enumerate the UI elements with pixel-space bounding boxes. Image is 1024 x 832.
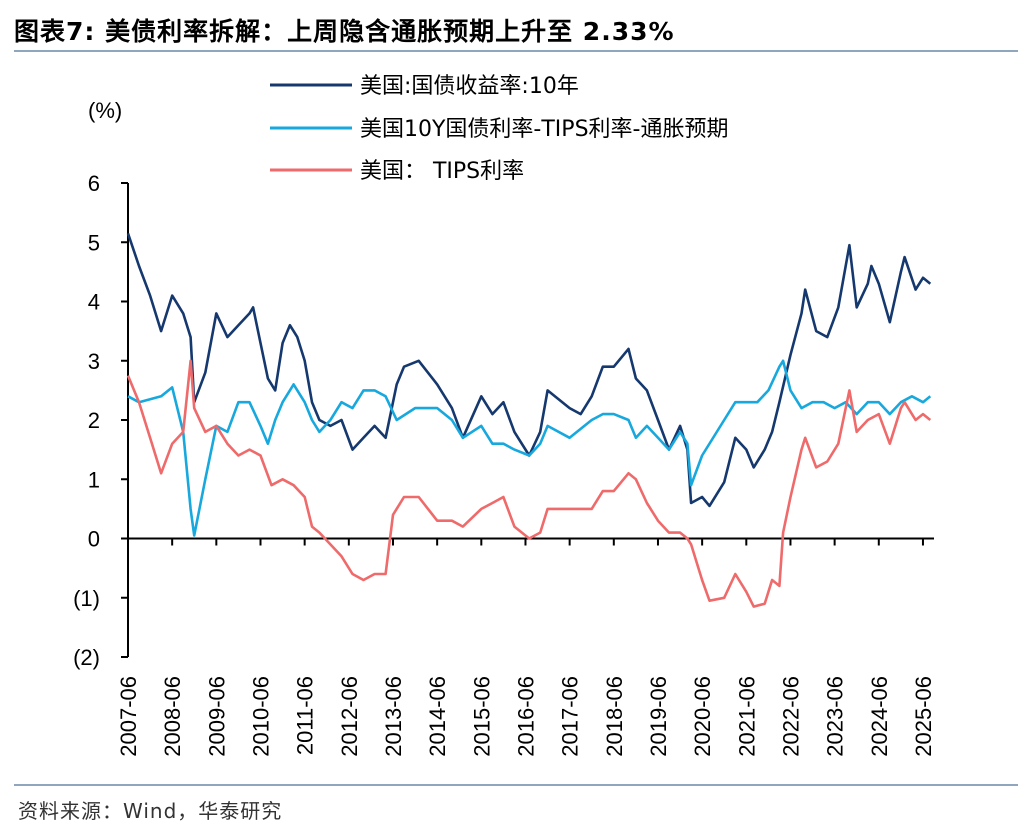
x-tick-label: 2017-06 <box>558 676 583 757</box>
y-tick-label: 6 <box>88 171 100 196</box>
series-line-1 <box>126 232 932 508</box>
x-tick-label: 2008-06 <box>160 676 185 757</box>
legend-label-1: 美国:国债收益率:10年 <box>360 74 579 99</box>
x-tick-label: 2013-06 <box>381 676 406 757</box>
x-tick-label: 2007-06 <box>116 676 141 757</box>
y-tick-label: 5 <box>88 230 100 255</box>
x-tick-label: 2014-06 <box>425 676 450 757</box>
x-tick-label: 2021-06 <box>734 676 759 757</box>
x-tick-label: 2023-06 <box>823 676 848 757</box>
x-tick-label: 2025-06 <box>911 676 936 757</box>
x-tick-label: 2015-06 <box>469 676 494 757</box>
series-group <box>126 232 932 608</box>
y-tick-label: 4 <box>88 290 100 315</box>
series-line-2 <box>127 359 932 537</box>
legend-label-2: 美国10Y国债利率-TIPS利率-通胀预期 <box>360 117 728 142</box>
x-tick-label: 2011-06 <box>293 676 318 755</box>
y-tick-label: 3 <box>88 349 100 374</box>
y-tick-label: 2 <box>88 408 100 433</box>
source-note: 资料来源：Wind，华泰研究 <box>18 799 283 823</box>
x-tick-label: 2018-06 <box>602 676 627 757</box>
y-tick-label: (2) <box>73 645 100 670</box>
x-tick-label: 2010-06 <box>248 676 273 757</box>
x-tick-label: 2012-06 <box>337 676 362 757</box>
y-tick-label: (1) <box>73 586 100 611</box>
x-axis: 2007-06 2008-06 2009-06 2010-06 2011-06 2012-… <box>116 537 936 757</box>
x-tick-label: 2020-06 <box>690 676 715 757</box>
legend-label-3: 美国： TIPS利率 <box>360 159 524 184</box>
footer-divider <box>14 784 1018 786</box>
y-tick-label: 0 <box>88 527 100 552</box>
x-tick-label: 2009-06 <box>204 676 229 757</box>
page-title: 图表7: 美债利率拆解：上周隐含通胀预期上升至 2.33% <box>14 17 675 46</box>
y-axis-unit-label: (%) <box>88 98 122 123</box>
x-tick-label: 2024-06 <box>867 676 892 757</box>
x-tick-label: 2022-06 <box>778 676 803 757</box>
x-tick-label: 2016-06 <box>513 676 538 757</box>
y-axis: 6 5 4 3 2 1 0 (1) (2) <box>73 171 129 670</box>
y-tick-label: 1 <box>88 467 100 492</box>
x-tick-label: 2019-06 <box>646 676 671 757</box>
series-line-3 <box>126 359 932 608</box>
title-divider <box>14 50 1018 52</box>
